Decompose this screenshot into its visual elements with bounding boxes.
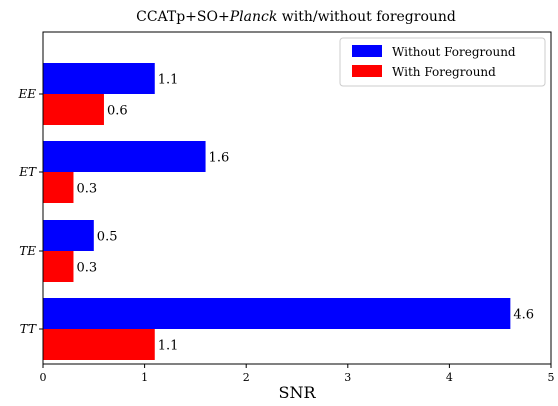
legend-swatch-with-foreground — [352, 65, 382, 77]
bar-tt-without-foreground — [43, 298, 511, 329]
x-axis: 0 1 2 3 4 5 — [40, 364, 555, 384]
chart-title: CCATp+SO+Planck with/without foreground — [136, 9, 456, 25]
value-label-tt-with-foreground: 1.1 — [158, 339, 179, 354]
x-tick-label-1: 1 — [141, 371, 148, 384]
bar-et-without-foreground — [43, 141, 206, 172]
chart-title-prefix: CCATp+SO+ — [136, 9, 230, 25]
bar-tt-with-foreground — [43, 329, 155, 360]
y-axis: EE ET TE TT — [17, 87, 43, 336]
bar-et-with-foreground — [43, 172, 74, 203]
value-label-te-without-foreground: 0.5 — [97, 230, 118, 245]
bar-te-with-foreground — [43, 251, 74, 282]
chart-title-italic: Planck — [229, 9, 278, 25]
value-label-ee-without-foreground: 1.1 — [158, 73, 179, 88]
legend-box — [339, 37, 546, 87]
y-tick-label-et: ET — [18, 165, 37, 179]
y-tick-label-tt: TT — [20, 322, 37, 336]
value-label-et-with-foreground: 0.3 — [76, 182, 97, 197]
x-tick-label-0: 0 — [40, 371, 47, 384]
bars-group — [43, 63, 511, 360]
x-tick-label-2: 2 — [243, 371, 250, 384]
chart-title-suffix: with/without foreground — [277, 9, 456, 25]
legend-label-without-foreground: Without Foreground — [392, 45, 516, 59]
bar-te-without-foreground — [43, 220, 94, 251]
value-labels-group: 1.1 0.6 1.6 0.3 0.5 0.3 4.6 1.1 — [76, 73, 534, 354]
legend: Without Foreground With Foreground — [339, 37, 546, 87]
y-tick-label-te: TE — [19, 244, 36, 258]
x-tick-label-5: 5 — [548, 371, 555, 384]
x-tick-label-3: 3 — [344, 371, 351, 384]
plot-frame — [42, 31, 552, 365]
bar-ee-without-foreground — [43, 63, 155, 94]
value-label-te-with-foreground: 0.3 — [76, 261, 97, 276]
legend-label-with-foreground: With Foreground — [392, 65, 496, 79]
y-tick-label-ee: EE — [17, 87, 36, 101]
value-label-et-without-foreground: 1.6 — [209, 151, 230, 166]
x-axis-label: SNR — [278, 383, 316, 402]
value-label-tt-without-foreground: 4.6 — [513, 308, 534, 323]
x-tick-label-4: 4 — [446, 371, 453, 384]
bar-ee-with-foreground — [43, 94, 104, 125]
value-label-ee-with-foreground: 0.6 — [107, 104, 128, 119]
legend-swatch-without-foreground — [352, 45, 382, 57]
